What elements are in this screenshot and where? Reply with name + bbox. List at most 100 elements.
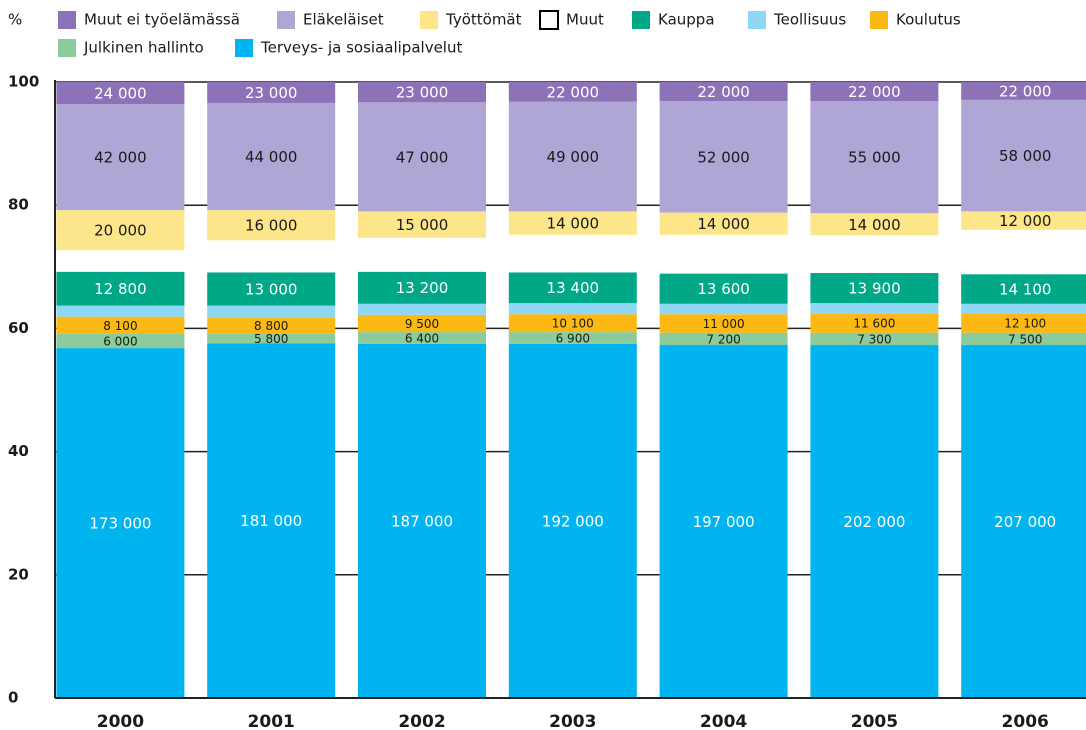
data-label: 15 000: [396, 216, 449, 234]
legend-label: Kauppa: [658, 11, 715, 29]
data-label: 22 000: [697, 83, 750, 101]
bar-segment: [508, 272, 637, 304]
bar-segment: [961, 229, 1086, 275]
bar-segment: [56, 305, 185, 317]
bar-segment: [207, 305, 336, 318]
x-tick-label: 2003: [549, 712, 596, 730]
data-label: 6 400: [405, 331, 439, 345]
bar-segment: [961, 211, 1086, 230]
bar-segment: [207, 82, 336, 103]
data-label: 197 000: [693, 513, 755, 531]
bar-segment: [56, 82, 185, 105]
bar-segment: [810, 235, 939, 273]
x-tick-label: 2001: [248, 712, 295, 730]
bar-segment: [961, 274, 1086, 304]
data-label: 6 900: [556, 331, 590, 345]
bar-segment: [810, 303, 939, 314]
bar-segment: [358, 303, 486, 315]
bar-segment: [358, 237, 486, 272]
bar-segment: [207, 240, 336, 273]
data-label: 14 000: [848, 216, 901, 234]
x-tick-label: 2002: [398, 712, 445, 730]
data-label: 24 000: [94, 85, 147, 103]
bar-segment: [358, 314, 486, 333]
bar-segment: [810, 332, 939, 346]
bar-segment: [56, 333, 185, 349]
bar-segment: [659, 101, 788, 213]
legend-label: Koulutus: [896, 11, 961, 29]
legend-label: Julkinen hallinto: [83, 39, 204, 57]
data-label: 14 100: [999, 280, 1052, 298]
x-tick-label: 2006: [1002, 712, 1049, 730]
bar-segment: [56, 348, 185, 698]
legend-swatch: [870, 11, 888, 29]
bar-segment: [207, 317, 336, 334]
data-label: 20 000: [94, 222, 147, 240]
bar-segment: [810, 82, 939, 102]
data-label: 42 000: [94, 149, 147, 167]
bar-segment: [659, 303, 788, 315]
bar-segment: [659, 345, 788, 698]
bar-segment: [659, 212, 788, 235]
data-label: 11 000: [703, 317, 745, 331]
data-label: 47 000: [396, 148, 449, 166]
y-tick-label: 100: [8, 73, 39, 91]
bar-segment: [961, 303, 1086, 314]
bar-segment: [810, 213, 939, 236]
data-label: 13 000: [245, 280, 298, 298]
x-tick-label: 2005: [851, 712, 898, 730]
data-label: 181 000: [240, 512, 302, 530]
data-label: 22 000: [848, 83, 901, 101]
bar-segment: [207, 210, 336, 241]
bar-segment: [810, 272, 939, 304]
data-label: 12 100: [1004, 317, 1046, 331]
bar-segment: [508, 101, 637, 212]
data-label: 22 000: [999, 82, 1052, 100]
data-label: 187 000: [391, 512, 453, 530]
data-label: 44 000: [245, 148, 298, 166]
data-label: 8 800: [254, 319, 288, 333]
legend-swatch: [235, 39, 253, 57]
legend-label: Muut ei työelämässä: [84, 11, 240, 29]
data-label: 8 100: [103, 319, 137, 333]
bar-segment: [659, 82, 788, 102]
bar-segment: [508, 332, 637, 344]
bar-segment: [207, 272, 336, 306]
bar-segment: [207, 102, 336, 211]
bar-segment: [961, 345, 1086, 698]
data-label: 13 400: [547, 279, 600, 297]
data-label: 12 000: [999, 212, 1052, 230]
data-label: 13 900: [848, 280, 901, 298]
data-label: 14 000: [547, 215, 600, 233]
bar-segment: [358, 271, 486, 304]
legend-label: Teollisuus: [773, 11, 846, 29]
bar-segment: [810, 345, 939, 698]
legend-swatch: [539, 10, 559, 30]
bar-segment: [659, 332, 788, 346]
data-label: 49 000: [547, 148, 600, 166]
y-tick-label: 60: [8, 319, 29, 337]
x-tick-label: 2004: [700, 712, 747, 730]
data-label: 192 000: [542, 512, 604, 530]
bar-segment: [961, 313, 1086, 333]
bar-segment: [56, 104, 185, 211]
data-label: 13 600: [697, 280, 750, 298]
data-label: 52 000: [697, 148, 750, 166]
data-label: 55 000: [848, 149, 901, 167]
y-tick-label: 0: [8, 689, 18, 707]
bar-segment: [508, 303, 637, 315]
bar-segment: [358, 102, 486, 212]
y-tick-label: 40: [8, 442, 29, 460]
bar-segment: [810, 313, 939, 333]
bar-segment: [659, 273, 788, 304]
bar-segment: [508, 343, 637, 698]
data-label: 207 000: [994, 513, 1056, 531]
bar-segment: [508, 211, 637, 235]
data-label: 22 000: [547, 83, 600, 101]
legend-swatch: [632, 11, 650, 29]
data-label: 11 600: [853, 317, 895, 331]
x-tick-label: 2000: [97, 712, 144, 730]
bar-segment: [358, 343, 486, 698]
